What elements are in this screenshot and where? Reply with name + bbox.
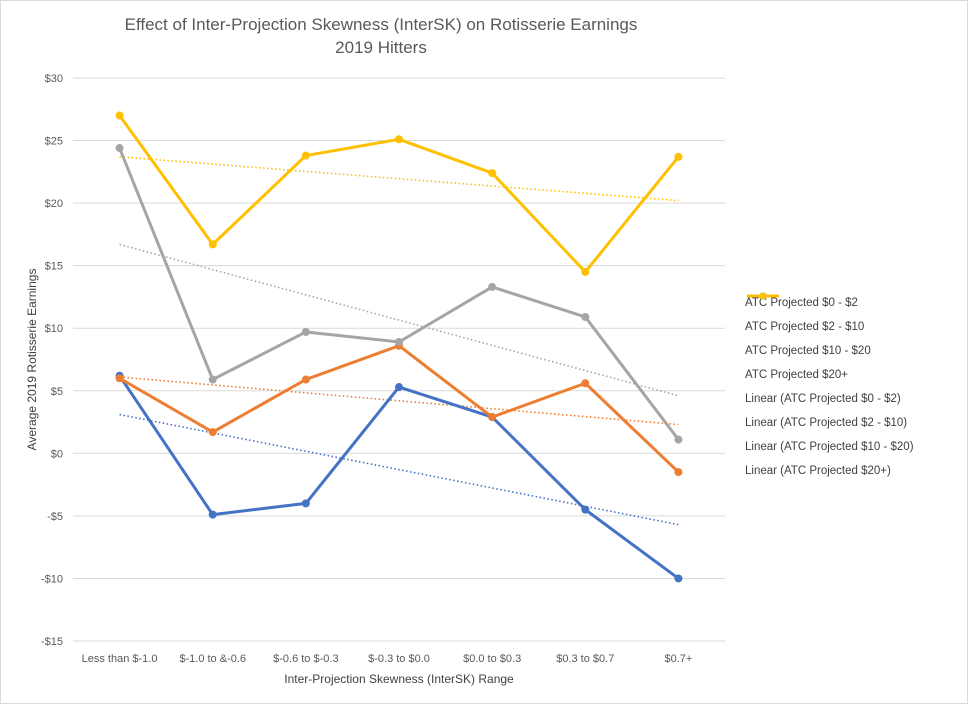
data-point [488,169,497,178]
data-point [301,327,310,336]
y-tick-label: -$5 [47,511,63,523]
data-point [674,574,683,583]
chart-title: Effect of Inter-Projection Skewness (Int… [124,15,638,34]
y-tick-label: $15 [45,261,63,273]
legend-item: Linear (ATC Projected $2 - $10) [745,295,967,435]
legend-item: ATC Projected $10 - $20 [745,292,967,363]
data-point [301,375,310,384]
y-tick-label: $5 [51,386,63,398]
legend-label: ATC Projected $20+ [745,369,849,381]
x-tick-label: $-0.6 to $-0.3 [273,653,338,665]
y-tick-label: $20 [45,198,63,210]
y-tick-label: $10 [45,323,63,335]
y-tick-label: $25 [45,136,63,148]
chart-subtitle: 2019 Hitters [335,38,427,57]
data-point [208,428,217,437]
y-axis-title: Average 2019 Rotisserie Earnings [25,269,39,451]
data-point [395,135,403,144]
legend-label: Linear (ATC Projected $0 - $2) [745,393,901,405]
data-point [395,337,403,346]
x-tick-label: Less than $-1.0 [82,653,158,665]
data-point [301,499,310,508]
data-point [674,468,683,477]
legend-label: Linear (ATC Projected $10 - $20) [745,441,914,453]
chart-legend: ATC Projected $0 - $2 ATC Projected $2 - … [745,291,967,483]
legend-label: ATC Projected $2 - $10 [745,321,865,333]
data-point [208,375,217,384]
y-tick-label: $30 [45,73,63,85]
series-line [118,374,680,580]
x-tick-label: $0.0 to $0.3 [463,653,521,665]
trendline [119,156,679,202]
legend-item: Linear (ATC Projected $10 - $20) [745,295,967,459]
data-point [488,282,497,291]
data-point [581,267,590,276]
y-tick-label: -$10 [41,573,63,585]
legend-swatch [747,295,779,297]
x-axis-title: Inter-Projection Skewness (InterSK) Rang… [284,672,514,686]
series-line [118,147,680,441]
data-point [115,374,124,383]
legend-label: Linear (ATC Projected $2 - $10) [745,417,908,429]
legend-item: ATC Projected $20+ [745,292,967,387]
x-tick-label: $-0.3 to $0.0 [368,653,430,665]
data-point [208,240,217,249]
legend-item: ATC Projected $2 - $10 [745,292,967,339]
data-point [115,111,124,120]
data-point [395,383,403,392]
trendline [119,413,679,526]
y-tick-label: $0 [51,448,63,460]
legend-item: Linear (ATC Projected $20+) [745,295,967,483]
legend-label: ATC Projected $10 - $20 [745,345,871,357]
x-tick-label: $0.7+ [665,653,693,665]
legend-item: Linear (ATC Projected $0 - $2) [745,295,967,411]
data-point [301,151,310,160]
data-point [674,435,683,444]
data-point [581,379,590,388]
data-point [208,510,217,519]
data-point [581,312,590,321]
data-point [581,505,590,514]
y-tick-label: -$15 [41,636,63,648]
trendline [119,376,679,426]
trendline [119,243,679,397]
data-point [674,152,683,161]
data-point [488,413,497,422]
legend-label: Linear (ATC Projected $20+) [745,465,891,477]
x-tick-label: $-1.0 to &-0.6 [179,653,246,665]
x-tick-label: $0.3 to $0.7 [556,653,614,665]
data-point [115,144,124,153]
legend-label: ATC Projected $0 - $2 [745,297,858,309]
